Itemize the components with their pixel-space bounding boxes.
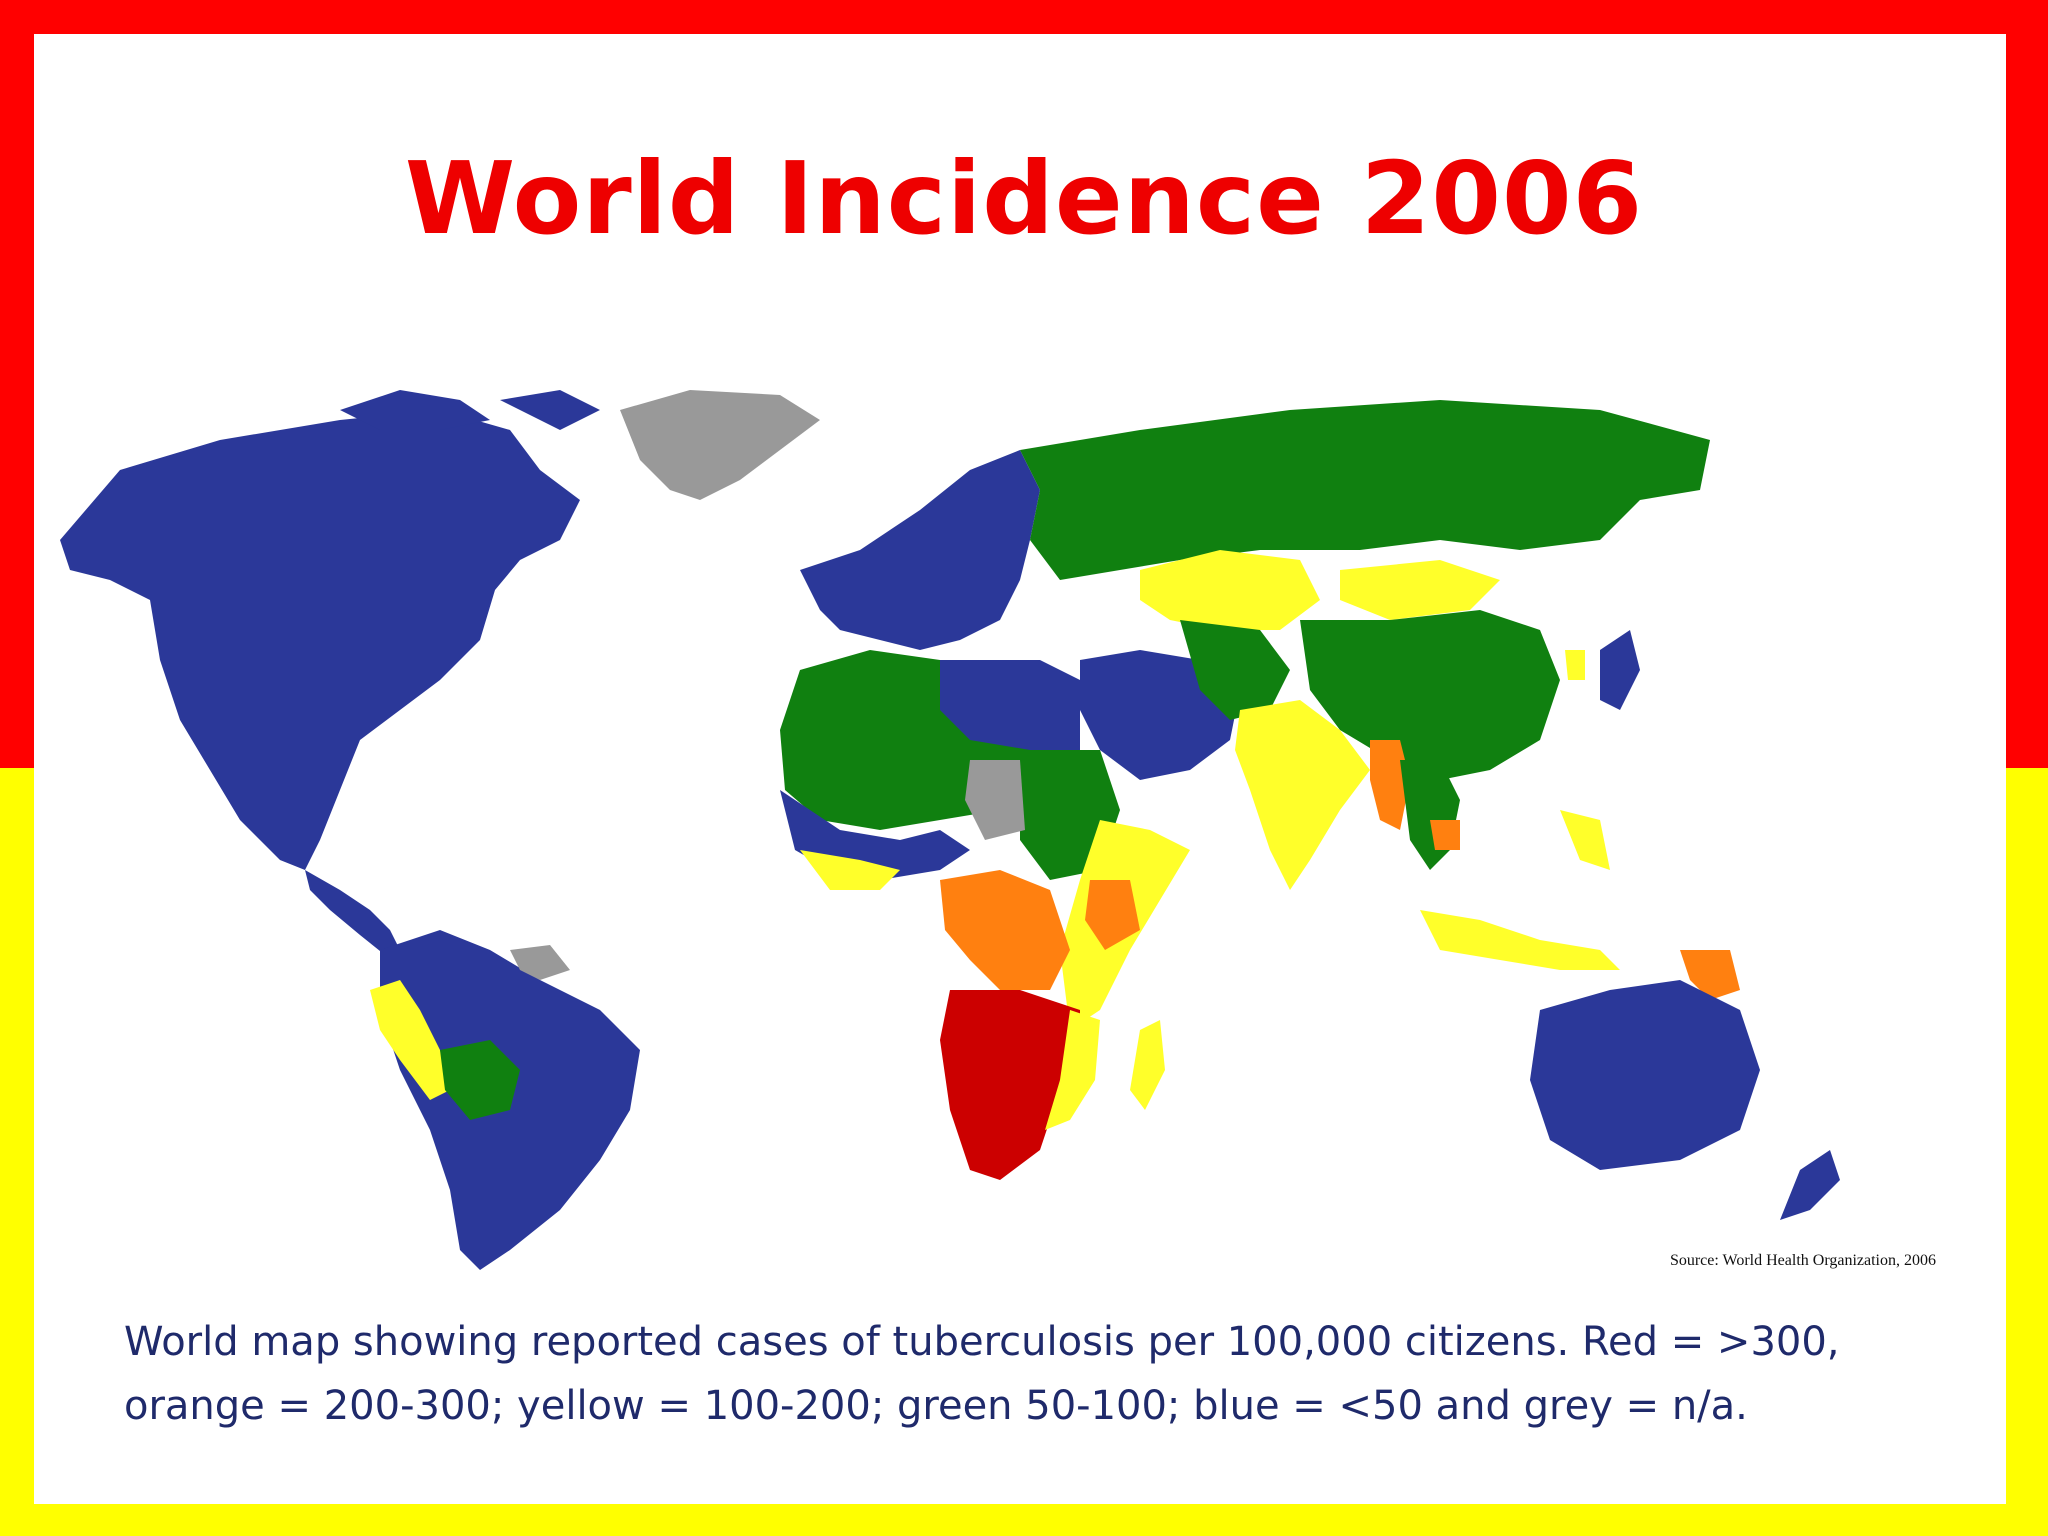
world-map-svg xyxy=(60,390,1840,1270)
region-gulf-guinea xyxy=(800,850,900,890)
region-chad xyxy=(965,760,1025,840)
map-caption: World map showing reported cases of tube… xyxy=(124,1319,1840,1429)
region-libya-egypt xyxy=(940,660,1080,750)
region-guianas xyxy=(510,945,570,980)
region-papua-new-guinea xyxy=(1680,950,1740,1000)
region-cambodia xyxy=(1430,820,1460,850)
region-central-africa xyxy=(940,870,1070,990)
region-korea xyxy=(1565,650,1585,680)
region-europe xyxy=(800,450,1040,650)
region-japan xyxy=(1600,630,1640,710)
region-madagascar xyxy=(1130,1020,1165,1110)
region-central-america xyxy=(305,870,400,955)
region-arctic-islands xyxy=(340,390,600,430)
region-russia xyxy=(1020,400,1710,580)
region-greenland xyxy=(620,390,820,500)
region-kenya xyxy=(1085,880,1140,950)
region-india xyxy=(1235,700,1370,890)
region-mozambique xyxy=(1045,1010,1100,1130)
region-kazakhstan xyxy=(1140,550,1320,630)
region-peru xyxy=(370,980,450,1100)
region-southern-africa xyxy=(940,990,1080,1180)
region-myanmar xyxy=(1370,740,1410,830)
region-new-zealand xyxy=(1780,1150,1840,1220)
region-indonesia xyxy=(1420,810,1620,970)
region-north-america xyxy=(60,410,580,870)
region-mongolia xyxy=(1340,560,1500,620)
world-map xyxy=(40,390,1950,1270)
slide-title: World Incidence 2006 xyxy=(404,140,1644,257)
region-bolivia xyxy=(440,1040,520,1120)
region-australia xyxy=(1530,980,1760,1170)
region-china xyxy=(1300,610,1560,780)
region-central-asia xyxy=(1180,620,1290,720)
map-source: Source: World Health Organization, 2006 xyxy=(1669,1252,1936,1269)
